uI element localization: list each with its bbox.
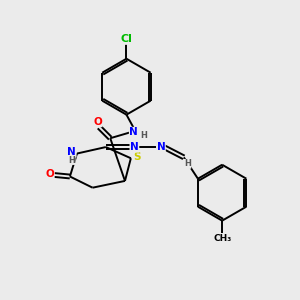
- Text: N: N: [130, 142, 139, 152]
- Text: Cl: Cl: [121, 34, 132, 44]
- Text: S: S: [133, 152, 140, 162]
- Text: H: H: [140, 131, 147, 140]
- Text: O: O: [93, 117, 102, 127]
- Text: CH₃: CH₃: [214, 234, 232, 243]
- Text: N: N: [129, 127, 138, 137]
- Text: H: H: [68, 155, 75, 164]
- Text: H: H: [184, 159, 191, 168]
- Text: O: O: [45, 169, 54, 179]
- Text: N: N: [67, 147, 76, 157]
- Text: N: N: [157, 142, 165, 152]
